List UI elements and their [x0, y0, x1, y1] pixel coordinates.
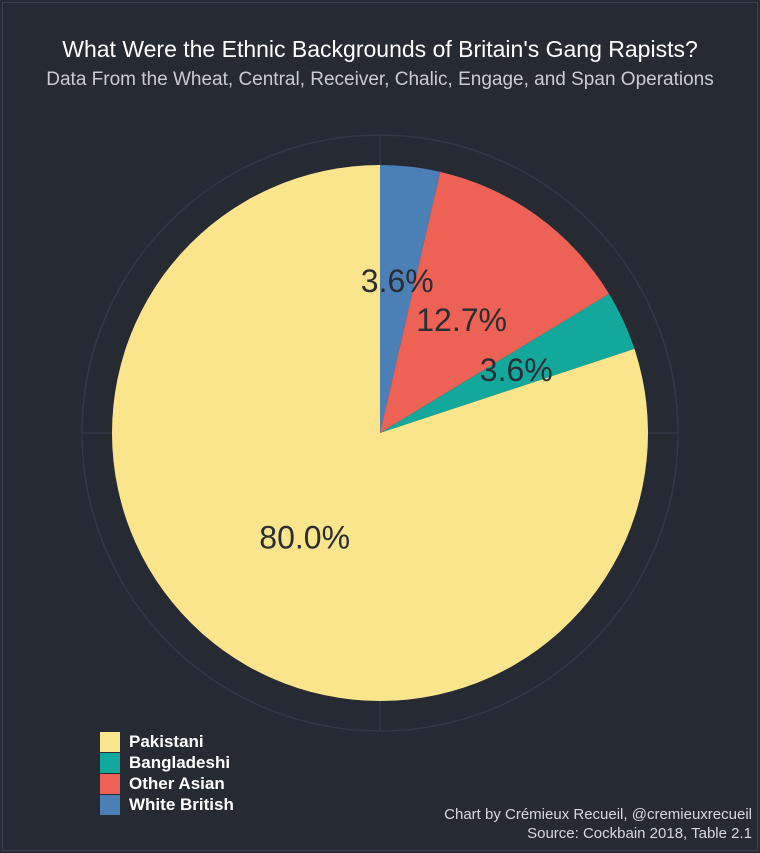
pie-slice-other-asian — [380, 171, 610, 434]
caption: Chart by Crémieux Recueil, @cremieuxrecu… — [444, 805, 752, 843]
data-label-bangladeshi: 3.6% — [480, 352, 553, 388]
legend-item-other-asian: Other Asian — [100, 773, 234, 794]
pie-slice-white-british — [380, 165, 441, 433]
chart-title: What Were the Ethnic Backgrounds of Brit… — [62, 36, 698, 62]
legend-label-bangladeshi: Bangladeshi — [129, 752, 231, 772]
legend-swatch-bangladeshi — [100, 752, 120, 773]
data-label-pakistani: 80.0% — [259, 519, 350, 555]
legend-label-pakistani: Pakistani — [129, 731, 204, 751]
legend-swatch-other-asian — [100, 773, 120, 794]
legend-item-white-british: White British — [100, 794, 234, 815]
legend-item-bangladeshi: Bangladeshi — [100, 752, 234, 773]
legend: Pakistani Bangladeshi Other Asian White … — [100, 731, 234, 815]
pie-slice-bangladeshi — [380, 293, 635, 433]
legend-item-pakistani: Pakistani — [100, 731, 234, 752]
pie-slice-pakistani — [111, 165, 648, 701]
legend-swatch-white-british — [100, 794, 120, 815]
caption-source: Source: Cockbain 2018, Table 2.1 — [527, 825, 752, 842]
chart-subtitle: Data From the Wheat, Central, Receiver, … — [46, 69, 714, 90]
data-label-white-british: 3.6% — [361, 263, 434, 299]
data-label-other-asian: 12.7% — [416, 302, 507, 338]
legend-swatch-pakistani — [100, 731, 120, 752]
legend-label-white-british: White British — [129, 794, 234, 814]
legend-label-other-asian: Other Asian — [129, 773, 225, 793]
caption-credit: Chart by Crémieux Recueil, @cremieuxrecu… — [444, 806, 752, 823]
